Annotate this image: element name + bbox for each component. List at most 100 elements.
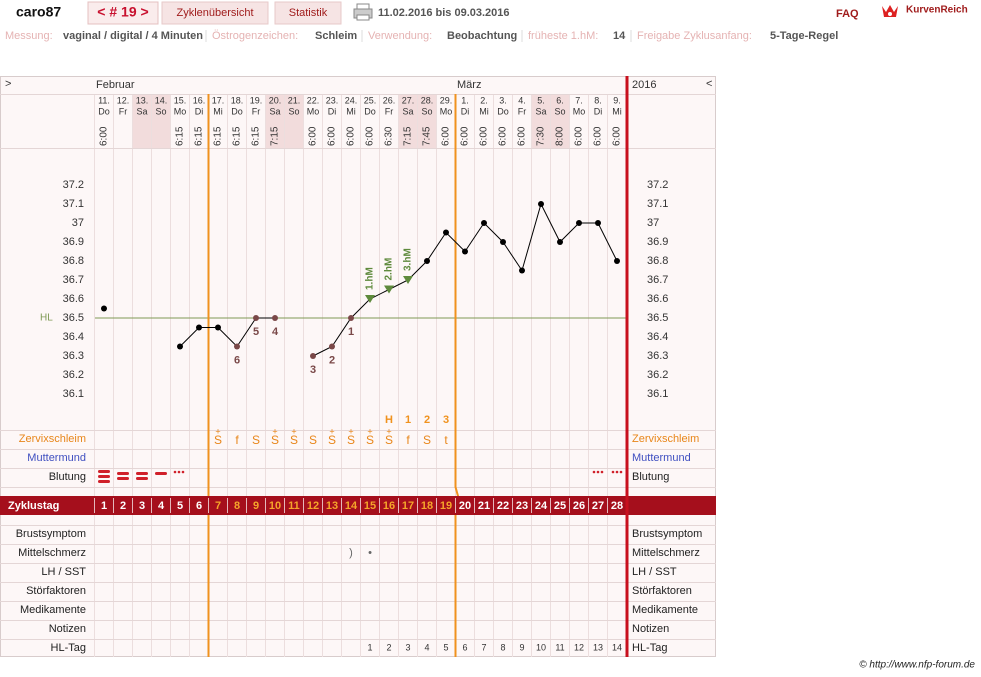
hl-day: 8 — [500, 642, 505, 652]
day-label: 12. — [117, 95, 130, 105]
zervix-sign: S — [366, 433, 374, 447]
tab[interactable] — [274, 1, 342, 25]
weekday-label: So — [155, 106, 166, 116]
zervix-sign: S — [252, 433, 260, 447]
day-label: 27. — [402, 95, 415, 105]
faq-link[interactable]: FAQ — [836, 8, 859, 20]
row-label: LH / SST — [41, 566, 86, 578]
setting-label: Östrogenzeichen: — [212, 30, 298, 42]
temperature-point — [177, 343, 183, 350]
weekday-label: Mo — [573, 106, 586, 116]
time-label: 6:00 — [479, 126, 490, 146]
row-label-right: Störfaktoren — [632, 585, 692, 597]
time-label: 6:15 — [213, 126, 224, 146]
setting-value: 14 — [613, 30, 626, 42]
y-tick-label: 36.2 — [63, 369, 84, 381]
marker-label: H — [385, 414, 393, 426]
weekend-shade — [265, 94, 285, 148]
cycle-nav-box[interactable] — [87, 1, 159, 25]
weekday-label: Do — [364, 106, 376, 116]
tab-label[interactable]: Zyklenübersicht — [176, 7, 253, 19]
y-tick-label: 36.8 — [63, 255, 84, 267]
temperature-point — [215, 324, 221, 331]
cycle-day: 24 — [535, 500, 548, 512]
cycle-day: 11 — [288, 500, 300, 512]
hl-day: 5 — [443, 642, 448, 652]
cycle-day: 10 — [269, 500, 281, 512]
row-label-right: LH / SST — [632, 566, 677, 578]
hl-day: 12 — [574, 642, 584, 652]
hl-label: HL — [40, 313, 53, 324]
zervix-sign: S — [347, 433, 355, 447]
day-label: 13. — [136, 95, 149, 105]
temperature-point — [272, 315, 278, 321]
day-label: 25. — [364, 95, 377, 105]
zervix-sign: S — [385, 433, 393, 447]
cycle-day: 8 — [234, 500, 240, 512]
weekday-label: Sa — [136, 106, 147, 116]
temperature-point — [443, 229, 449, 236]
day-label: 29. — [440, 95, 453, 105]
hl-day: 13 — [593, 642, 603, 652]
high-point — [365, 295, 375, 303]
cycle-day: 25 — [554, 500, 566, 512]
weekend-shade — [531, 94, 551, 148]
day-label: 9. — [613, 95, 621, 105]
cycle-day: 15 — [364, 500, 376, 512]
month-label: Februar — [96, 79, 135, 91]
setting-label: Verwendung: — [368, 30, 432, 42]
nav-next[interactable]: > — [5, 78, 11, 90]
tab[interactable] — [161, 1, 269, 25]
cycle-day: 3 — [139, 500, 145, 512]
zervix-plus: + — [367, 426, 372, 436]
low-count-label: 1 — [348, 326, 354, 338]
y-tick-label-right: 36.7 — [647, 274, 668, 286]
weekday-label: Mi — [479, 106, 489, 116]
setting-value: vaginal / digital / 4 Minuten — [63, 30, 203, 42]
temperature-point — [348, 315, 354, 321]
cycle-day: 22 — [497, 500, 509, 512]
temperature-point — [538, 201, 544, 207]
y-tick-label: 36.1 — [63, 388, 84, 400]
day-label: 4. — [518, 95, 526, 105]
low-count-label: 5 — [253, 326, 259, 338]
mittelschmerz-sign: ) — [349, 547, 353, 559]
cycle-nav[interactable]: < # 19 > — [97, 4, 148, 20]
print-icon[interactable] — [353, 3, 373, 21]
weekend-shade — [550, 94, 570, 148]
weekday-label: So — [421, 106, 432, 116]
logo[interactable]: KurvenReich — [906, 5, 968, 16]
setting-label: Freigabe Zyklusanfang: — [637, 30, 752, 42]
y-tick-label: 37 — [72, 217, 84, 229]
time-label: 6:00 — [517, 126, 528, 146]
time-label: 6:00 — [99, 126, 110, 146]
row-label-right: HL-Tag — [632, 642, 667, 654]
day-label: 1. — [461, 95, 469, 105]
temperature-point — [310, 353, 316, 359]
weekday-label: So — [554, 106, 565, 116]
row-label: Brustsymptom — [16, 528, 86, 540]
tab-label[interactable]: Statistik — [289, 7, 328, 19]
weekday-label: Di — [328, 106, 337, 116]
low-count-label: 4 — [272, 326, 279, 338]
cycle-day: 26 — [573, 500, 585, 512]
zervix-sign: t — [444, 433, 448, 447]
weekend-shade — [151, 94, 171, 148]
cycle-day: 17 — [402, 500, 414, 512]
time-label: 6:15 — [194, 126, 205, 146]
cycle-day: 4 — [158, 500, 165, 512]
time-label: 6:00 — [612, 126, 623, 146]
weekday-label: Mo — [307, 106, 320, 116]
weekday-label: Sa — [402, 106, 413, 116]
zervix-plus: + — [348, 426, 353, 436]
row-label: HL-Tag — [51, 642, 86, 654]
time-label: 6:15 — [232, 126, 243, 146]
day-label: 24. — [345, 95, 358, 105]
y-tick-label-right: 36.6 — [647, 293, 668, 305]
day-label: 23. — [326, 95, 339, 105]
setting-label: Messung: — [5, 30, 53, 42]
nav-prev[interactable]: < — [706, 78, 712, 90]
weekend-shade — [417, 94, 437, 148]
